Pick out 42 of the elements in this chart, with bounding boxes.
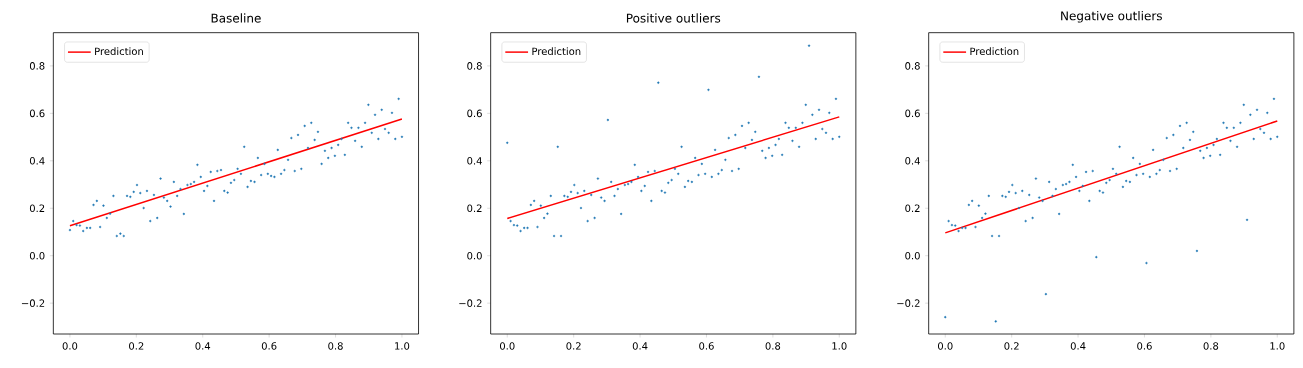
y-tick-label: 0.8	[905, 62, 920, 70]
y-tick-label: 0.2	[905, 204, 920, 213]
chart-title: Positive outliers	[626, 13, 721, 23]
legend-label: Prediction	[532, 47, 581, 56]
y-tick-label: 0.4	[29, 157, 45, 165]
y-tick-label: 0.8	[29, 62, 45, 70]
legend-label: Prediction	[95, 47, 143, 56]
y-tick-label: 0.2	[29, 204, 45, 213]
x-tick-label: 1.0	[395, 342, 410, 350]
y-tick-label: 0.6	[29, 109, 45, 118]
x-tick-label: 1.0	[1270, 342, 1285, 350]
x-tick-label: 0.8	[1203, 342, 1219, 350]
x-tick-label: 0.6	[699, 342, 714, 350]
x-tick-label: 0.6	[1137, 342, 1152, 350]
x-tick-label: 0.2	[129, 342, 144, 350]
legend-label: Prediction	[970, 47, 1019, 56]
y-tick-label: 0.6	[905, 109, 920, 118]
y-tick-label: 0.8	[467, 62, 482, 70]
chart-title: Negative outliers	[1061, 11, 1162, 23]
x-tick-label: 0.2	[566, 342, 581, 350]
x-tick-label: 1.0	[832, 342, 847, 350]
y-tick-label: 0.4	[905, 157, 920, 165]
x-tick-label: 0.2	[1004, 342, 1019, 350]
x-tick-label: 0.6	[261, 342, 277, 350]
y-tick-label: −0.2	[897, 299, 920, 307]
x-tick-label: 0.0	[62, 342, 78, 350]
y-tick-label: −0.2	[21, 299, 45, 307]
y-tick-label: 0.2	[467, 204, 482, 213]
x-tick-label: 0.4	[195, 342, 211, 350]
y-tick-label: 0.0	[905, 251, 920, 260]
x-tick-label: 0.0	[937, 342, 953, 350]
y-tick-label: 0.0	[467, 251, 482, 260]
y-tick-label: 0.0	[29, 251, 45, 260]
x-tick-label: 0.0	[499, 342, 515, 350]
x-tick-label: 0.4	[1070, 342, 1086, 350]
y-tick-label: −0.2	[459, 299, 482, 307]
x-tick-label: 0.8	[328, 342, 343, 350]
y-tick-label: 0.4	[467, 157, 482, 165]
x-tick-label: 0.4	[632, 342, 648, 350]
chart-title: Baseline	[211, 13, 261, 23]
x-tick-label: 0.8	[765, 342, 781, 350]
y-tick-label: 0.6	[467, 109, 482, 118]
